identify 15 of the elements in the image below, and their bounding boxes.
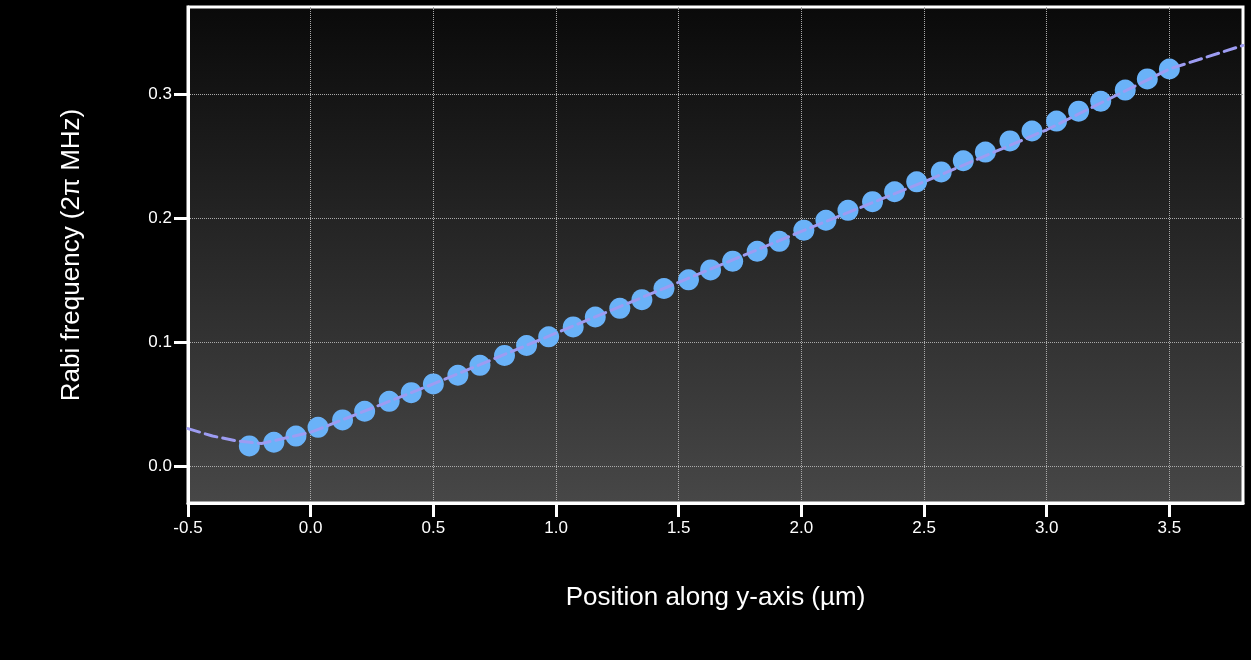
x-tick-label: 3.0 [1034,518,1059,537]
y-tick-label: 0.3 [148,84,172,104]
y-tick-label: 0.1 [148,332,172,352]
x-tick-label: 0.5 [421,518,446,537]
y-tick-label: 0.2 [148,208,172,228]
x-tick-label: 2.5 [912,518,936,537]
x-tick-label: 2.0 [789,518,814,537]
x-tick-label: 3.5 [1157,518,1182,537]
x-axis-title: Position along y-axis (µm) [565,581,866,611]
x-tick-label: 1.5 [666,518,691,537]
y-tick-label: 0.0 [148,456,172,476]
x-tick-label: 0.0 [298,518,323,537]
y-axis-title: Rabi frequency (2π MHz) [55,108,85,402]
x-tick-label: -0.5 [173,518,203,537]
x-tick-label: 1.0 [544,518,568,537]
